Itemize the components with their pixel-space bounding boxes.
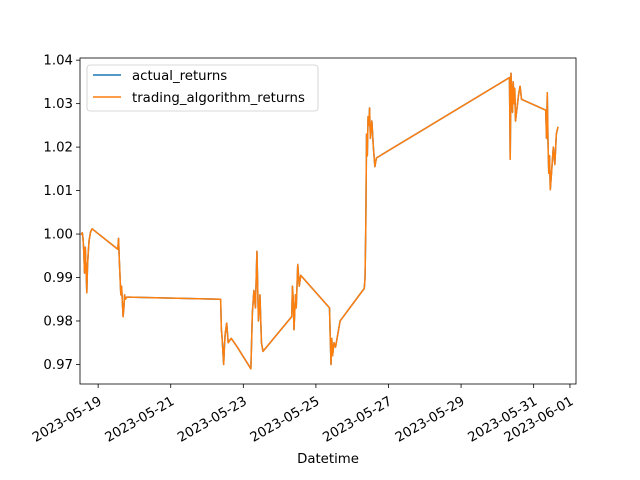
plot-background xyxy=(80,58,576,384)
y-tick-label: 0.97 xyxy=(43,358,73,373)
y-tick-label: 1.03 xyxy=(43,97,73,112)
x-tick-label: 2023-05-21 xyxy=(103,394,177,446)
y-tick-label: 0.98 xyxy=(43,314,73,329)
plot-frame xyxy=(79,57,577,385)
legend-label-trading-algorithm-returns: trading_algorithm_returns xyxy=(132,91,305,106)
legend-label-actual-returns: actual_returns xyxy=(132,69,227,84)
y-axis: 0.97 0.98 0.99 1.00 1.01 1.02 1.03 1.04 xyxy=(43,54,80,373)
legend: actual_returns trading_algorithm_returns xyxy=(86,64,319,112)
series-layer xyxy=(80,72,559,370)
x-tick-label: 2023-05-25 xyxy=(248,394,322,446)
y-tick-label: 0.99 xyxy=(43,271,73,286)
x-tick-label: 2023-05-23 xyxy=(175,394,249,446)
x-axis: 2023-05-192023-05-212023-05-232023-05-25… xyxy=(30,384,576,446)
y-tick-label: 1.04 xyxy=(43,54,73,69)
x-tick-label: 2023-05-29 xyxy=(393,394,467,446)
series-line-trading-algorithm-returns xyxy=(80,72,559,370)
y-tick-label: 1.02 xyxy=(43,141,73,156)
x-axis-title: Datetime xyxy=(297,452,359,467)
legend-box xyxy=(86,64,319,112)
y-tick-label: 1.01 xyxy=(43,184,73,199)
y-tick-label: 1.00 xyxy=(43,228,73,243)
x-tick-label: 2023-05-19 xyxy=(30,394,104,446)
x-tick-label: 2023-05-27 xyxy=(320,394,394,446)
plot-area xyxy=(79,57,577,385)
